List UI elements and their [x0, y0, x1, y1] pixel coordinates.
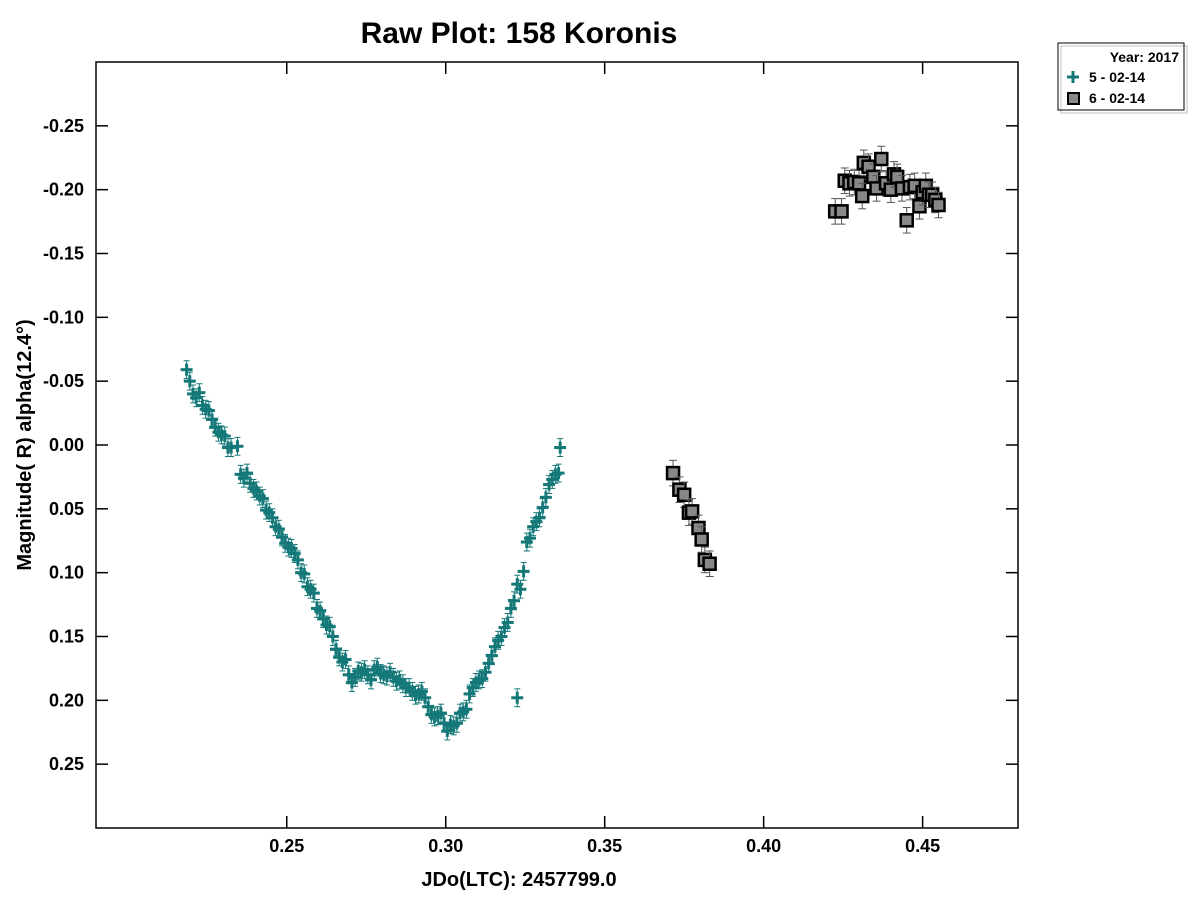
- data-point: [514, 579, 527, 599]
- series-6-02-14: [665, 145, 946, 577]
- x-tick-label: 0.40: [746, 836, 781, 856]
- data-point: [702, 550, 717, 577]
- legend-box-shadow: [1060, 45, 1188, 114]
- data-point: [326, 627, 339, 646]
- data-point: [517, 561, 530, 581]
- y-tick-label: 0.05: [49, 499, 84, 519]
- y-tick-label: -0.05: [43, 371, 84, 391]
- y-tick-label: -0.10: [43, 307, 84, 327]
- data-point: [552, 463, 565, 483]
- data-point: [256, 489, 269, 509]
- data-point: [307, 583, 320, 603]
- y-axis: -0.25 -0.20 -0.15 -0.10 -0.05 0.00 0.05 0.10 0.1…: [43, 116, 1018, 774]
- y-tick-label: 0.20: [49, 690, 84, 710]
- data-point: [523, 528, 536, 548]
- data-point: [554, 438, 567, 457]
- data-point: [339, 650, 352, 669]
- data-point: [314, 601, 327, 621]
- data-point: [684, 498, 700, 525]
- legend: Year: 2017 5 - 02-14 6 - 02-14: [1057, 42, 1188, 114]
- data-point: [508, 591, 521, 611]
- data-point: [899, 207, 914, 234]
- data-point: [501, 613, 514, 632]
- y-axis-label: Magnitude( R) alpha(12.4°): [14, 319, 36, 570]
- legend-marker-square: [1067, 92, 1080, 105]
- x-tick-label: 0.35: [587, 836, 622, 856]
- y-tick-label: 0.10: [49, 563, 84, 583]
- data-point: [694, 526, 709, 553]
- series-5-02-14: [180, 360, 567, 741]
- data-point: [231, 436, 244, 456]
- data-point: [460, 699, 473, 719]
- data-point: [365, 670, 378, 690]
- x-tick-label: 0.45: [905, 836, 940, 856]
- data-point: [193, 383, 206, 403]
- data-point: [874, 145, 889, 173]
- data-point: [422, 697, 435, 717]
- data-point: [511, 688, 524, 708]
- legend-label-1: 5 - 02-14: [1089, 69, 1145, 85]
- chart-title: Raw Plot: 158 Koronis: [361, 17, 678, 50]
- y-tick-label: 0.00: [49, 435, 84, 455]
- data-point: [342, 665, 355, 685]
- data-point: [931, 191, 946, 219]
- y-tick-label: -0.20: [43, 180, 84, 200]
- data-point: [834, 198, 849, 225]
- data-point: [317, 609, 330, 629]
- legend-label-2: 6 - 02-14: [1089, 90, 1145, 106]
- data-point: [665, 459, 681, 487]
- y-tick-label: 0.15: [49, 627, 84, 647]
- data-point: [854, 182, 870, 210]
- x-tick-label: 0.25: [269, 836, 304, 856]
- data-point: [330, 639, 343, 659]
- legend-title: Year: 2017: [1110, 49, 1179, 65]
- y-tick-label: -0.25: [43, 116, 84, 136]
- x-axis: 0.25 0.30 0.35 0.40 0.45: [269, 62, 940, 856]
- data-point: [676, 481, 692, 509]
- x-axis-label: JDo(LTC): 2457799.0: [421, 869, 616, 891]
- x-tick-label: 0.30: [428, 836, 463, 856]
- legend-marker-plus: [1067, 71, 1079, 83]
- y-tick-label: 0.25: [49, 754, 84, 774]
- data-point: [247, 478, 260, 498]
- y-tick-label: -0.15: [43, 244, 84, 264]
